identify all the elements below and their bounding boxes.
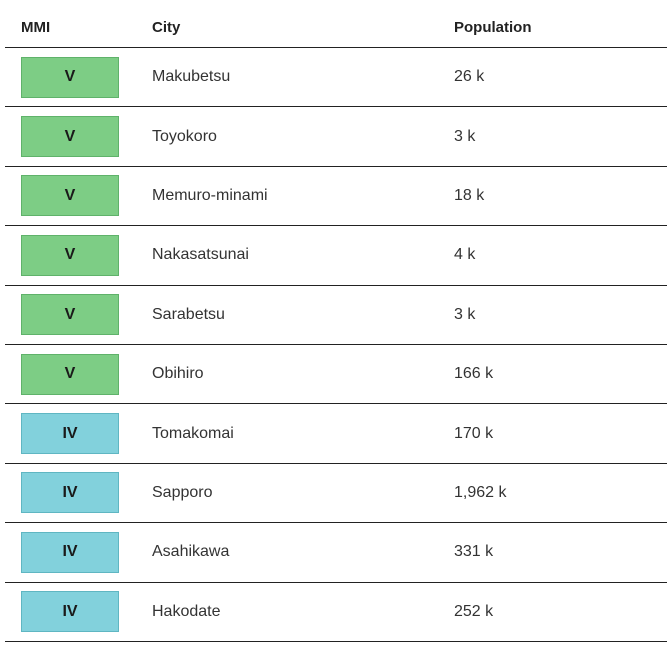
- mmi-badge: V: [21, 175, 119, 217]
- table-row: V Toyokoro 3 k: [5, 107, 667, 167]
- city-name: Sarabetsu: [152, 305, 225, 323]
- table-row: V Nakasatsunai 4 k: [5, 226, 667, 286]
- population-value: 166 k: [454, 365, 494, 383]
- population-value: 1,962 k: [454, 483, 507, 501]
- header-city: City: [152, 19, 181, 36]
- table-row: V Makubetsu 26 k: [5, 48, 667, 108]
- mmi-badge: V: [21, 353, 119, 395]
- table-row: V Memuro-minami 18 k: [5, 167, 667, 227]
- population-value: 252 k: [454, 602, 494, 620]
- header-population: Population: [454, 19, 532, 36]
- city-name: Nakasatsunai: [152, 246, 249, 264]
- mmi-badge: V: [21, 294, 119, 336]
- population-value: 170 k: [454, 424, 494, 442]
- population-value: 26 k: [454, 68, 485, 86]
- population-value: 3 k: [454, 305, 476, 323]
- city-name: Asahikawa: [152, 543, 230, 561]
- table-row: IV Tomakomai 170 k: [5, 404, 667, 464]
- mmi-badge: V: [21, 116, 119, 158]
- mmi-badge: IV: [21, 531, 119, 573]
- population-value: 331 k: [454, 543, 494, 561]
- city-name: Sapporo: [152, 483, 213, 501]
- mmi-badge: IV: [21, 472, 119, 514]
- city-name: Obihiro: [152, 365, 204, 383]
- table-row: V Sarabetsu 3 k: [5, 286, 667, 345]
- mmi-badge: V: [21, 234, 119, 276]
- city-name: Makubetsu: [152, 68, 231, 86]
- table-row: IV Hakodate 252 k: [5, 583, 667, 642]
- mmi-badge: IV: [21, 591, 119, 633]
- city-name: Hakodate: [152, 602, 221, 620]
- city-name: Memuro-minami: [152, 186, 268, 204]
- city-name: Tomakomai: [152, 424, 234, 442]
- population-value: 3 k: [454, 127, 476, 145]
- mmi-badge: IV: [21, 413, 119, 455]
- header-mmi: MMI: [21, 19, 51, 36]
- mmi-badge: V: [21, 56, 119, 98]
- population-value: 18 k: [454, 186, 485, 204]
- table-row: V Obihiro 166 k: [5, 345, 667, 405]
- table-header: MMI City Population: [5, 8, 667, 48]
- population-exposure-table: MMI City Population V Makubetsu 26 k V T…: [5, 8, 667, 642]
- table-row: IV Sapporo 1,962 k: [5, 464, 667, 524]
- city-name: Toyokoro: [152, 127, 217, 145]
- table-row: IV Asahikawa 331 k: [5, 523, 667, 583]
- population-value: 4 k: [454, 246, 476, 264]
